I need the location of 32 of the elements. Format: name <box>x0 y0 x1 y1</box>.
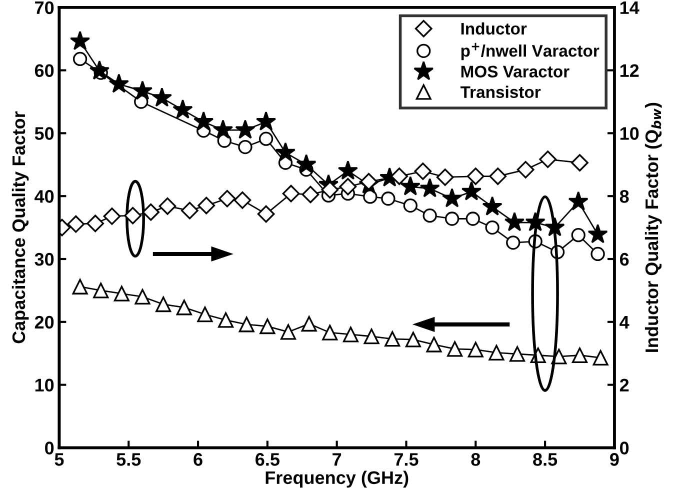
y2-tick-label: 6 <box>620 252 629 266</box>
x-tick-label: 9 <box>610 453 619 466</box>
y-tick-label: 50 <box>34 127 54 140</box>
y2-tick-label: 4 <box>620 316 630 328</box>
legend-label: Transistor <box>460 86 541 98</box>
y-tick-label: 60 <box>34 64 54 78</box>
x-tick-label: 7.5 <box>394 453 418 466</box>
y2-tick-label: 10 <box>620 127 639 140</box>
y-tick-label: 70 <box>35 1 54 14</box>
x-tick-label: 6.5 <box>256 453 280 466</box>
y-tick-label: 20 <box>34 316 54 329</box>
y-tick-label: 30 <box>34 252 54 266</box>
x-tick-label: 7 <box>332 453 342 466</box>
y2-tick-label: 14 <box>620 2 640 14</box>
y-tick-label: 10 <box>35 378 54 392</box>
legend-label: MOS Varactor <box>461 66 570 78</box>
y2-tick-label: 8 <box>620 190 629 203</box>
x-tick-label: 6 <box>194 453 202 466</box>
y-axis-title: Capacitance Quality Factor <box>12 111 29 344</box>
x-tick-label: 8.5 <box>533 453 558 466</box>
y2-tick-label: 0 <box>620 442 629 454</box>
y2-axis-title: Inductor Quality Factor (Q$_{bw}$) <box>644 102 662 352</box>
x-tick-label: 5 <box>54 453 64 466</box>
y-tick-label: 40 <box>34 190 54 203</box>
legend-label: Inductor <box>461 22 527 35</box>
x-axis-title: Frequency (GHz) <box>266 470 408 488</box>
y-tick-label: 0 <box>45 442 54 454</box>
x-tick-label: 5.5 <box>116 453 141 466</box>
x-tick-label: 8 <box>471 453 480 466</box>
y2-tick-label: 2 <box>620 378 629 392</box>
legend-label: p$^{+}$/nwell Varactor <box>461 42 600 60</box>
y2-tick-label: 12 <box>620 64 639 77</box>
